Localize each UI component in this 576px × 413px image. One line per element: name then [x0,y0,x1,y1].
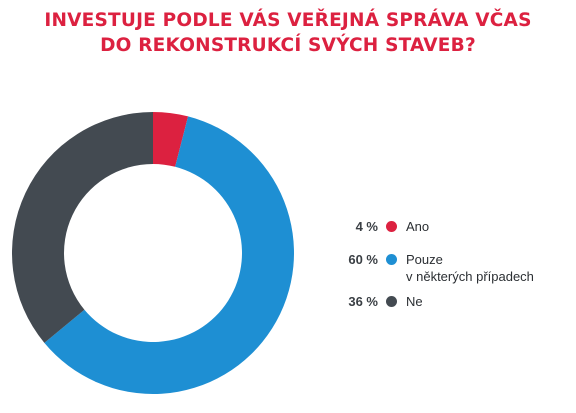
donut-slice-ne [12,112,153,343]
legend-value-pouze: 60 % [348,252,378,267]
legend-label-ano-line-1: Ano [406,219,430,234]
legend-label-pouze-line-1: Pouze [406,252,443,267]
legend-value-ano: 4 % [355,219,378,234]
chart-title-line-1: INVESTUJE PODLE VÁS VEŘEJNÁ SPRÁVA VČAS [44,10,532,31]
legend-label-ne: Ne [406,293,566,310]
legend-label-pouze-line-2: v některých případech [406,269,534,284]
legend-value-ne: 36 % [348,294,378,309]
legend-swatch-ano [386,221,397,232]
legend-label-pouze: Pouze v některých případech [406,251,566,285]
donut-slice-ano [153,112,189,167]
legend-swatch-ne [386,296,397,307]
chart-title: INVESTUJE PODLE VÁS VEŘEJNÁ SPRÁVA VČAS … [0,8,576,58]
chart-title-line-2: DO REKONSTRUKCÍ SVÝCH STAVEB? [100,35,476,56]
legend-swatch-pouze [386,254,397,265]
legend-label-ne-line-1: Ne [406,294,423,309]
legend-label-ano: Ano [406,218,566,235]
donut-slice-pouze [44,116,294,394]
